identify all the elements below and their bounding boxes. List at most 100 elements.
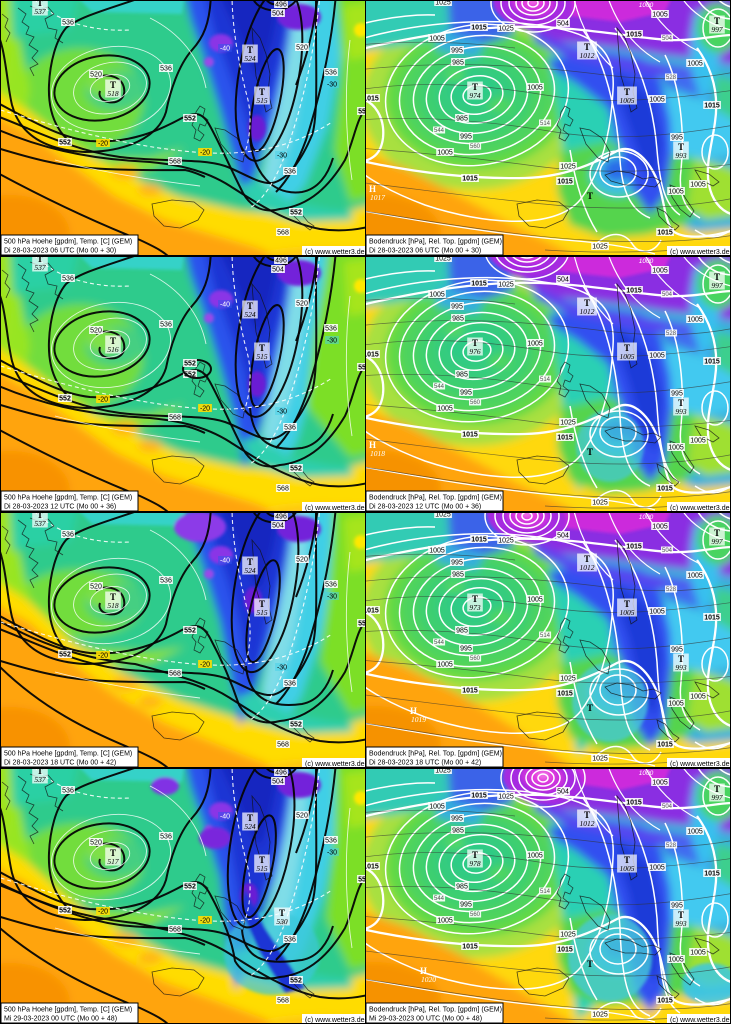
svg-text:T: T	[714, 528, 720, 538]
svg-text:1015: 1015	[704, 615, 720, 622]
svg-text:1005: 1005	[649, 609, 665, 616]
svg-text:(c) www.wetter3.de: (c) www.wetter3.de	[305, 249, 365, 256]
svg-text:Di 28-03-2023 06 UTC (Mo 00 +: Di 28-03-2023 06 UTC (Mo 00 + 30)	[369, 248, 481, 255]
svg-text:985: 985	[452, 828, 464, 835]
svg-text:536: 536	[284, 425, 296, 432]
svg-text:1005: 1005	[429, 548, 445, 555]
svg-text:496: 496	[275, 258, 287, 265]
svg-text:T: T	[584, 554, 590, 564]
svg-text:504: 504	[272, 267, 284, 274]
svg-text:1025: 1025	[592, 500, 608, 507]
svg-text:520: 520	[296, 557, 308, 564]
svg-text:514: 514	[540, 121, 551, 127]
svg-text:1000: 1000	[639, 770, 654, 777]
svg-text:1015: 1015	[657, 230, 673, 237]
svg-text:1005: 1005	[668, 189, 684, 196]
svg-text:536: 536	[325, 326, 337, 333]
svg-text:552: 552	[59, 652, 71, 659]
svg-text:504: 504	[662, 36, 673, 42]
svg-text:995: 995	[451, 48, 463, 55]
svg-text:536: 536	[160, 322, 172, 329]
svg-text:1025: 1025	[435, 768, 451, 775]
svg-text:T: T	[247, 813, 253, 823]
svg-text:515: 515	[256, 864, 268, 873]
svg-text:1005: 1005	[620, 864, 635, 873]
svg-text:536: 536	[284, 681, 296, 688]
svg-text:500 hPa Hoehe [gpdm], Temp. [C: 500 hPa Hoehe [gpdm], Temp. [C] (GEM)	[4, 495, 132, 502]
svg-text:-40: -40	[220, 814, 230, 821]
svg-text:997: 997	[711, 281, 723, 290]
svg-text:995: 995	[671, 903, 683, 910]
svg-text:Mi 29-03-2023 00 UTC (Mo 00 +: Mi 29-03-2023 00 UTC (Mo 00 + 48)	[4, 1016, 117, 1023]
svg-text:536: 536	[160, 66, 172, 73]
svg-text:552: 552	[184, 372, 196, 379]
svg-text:504: 504	[662, 548, 673, 554]
svg-text:1015: 1015	[626, 288, 642, 295]
svg-text:T: T	[472, 338, 478, 348]
svg-text:995: 995	[671, 647, 683, 654]
svg-text:524: 524	[244, 566, 256, 575]
svg-text:536: 536	[325, 582, 337, 589]
svg-text:568: 568	[277, 230, 289, 237]
svg-text:504: 504	[662, 804, 673, 810]
svg-text:T: T	[624, 343, 630, 353]
svg-text:1000: 1000	[639, 258, 654, 265]
svg-text:H: H	[369, 184, 376, 194]
svg-text:514: 514	[540, 889, 551, 895]
svg-text:Bodendruck [hPa], Rel. Top. [g: Bodendruck [hPa], Rel. Top. [gpdm] (GEM)	[369, 751, 502, 758]
svg-text:993: 993	[675, 151, 687, 160]
svg-text:536: 536	[62, 20, 74, 27]
svg-text:552: 552	[184, 628, 196, 635]
svg-text:-40: -40	[220, 302, 230, 309]
svg-text:1017: 1017	[370, 193, 385, 202]
svg-text:-20: -20	[200, 406, 210, 413]
svg-text:1005: 1005	[620, 608, 635, 617]
svg-text:1015: 1015	[462, 688, 478, 695]
svg-text:1025: 1025	[498, 282, 514, 289]
svg-text:1005: 1005	[437, 662, 453, 669]
svg-text:1025: 1025	[435, 256, 451, 263]
svg-text:1015: 1015	[462, 176, 478, 183]
svg-text:1005: 1005	[429, 36, 445, 43]
svg-text:985: 985	[452, 316, 464, 323]
svg-text:985: 985	[456, 628, 468, 635]
svg-text:1005: 1005	[652, 12, 668, 19]
svg-text:1005: 1005	[687, 61, 703, 68]
svg-text:-20: -20	[200, 662, 210, 669]
svg-text:(c) www.wetter3.de: (c) www.wetter3.de	[670, 1017, 730, 1024]
svg-text:524: 524	[244, 822, 256, 831]
svg-text:995: 995	[460, 134, 472, 141]
svg-text:1005: 1005	[652, 268, 668, 275]
svg-text:560: 560	[470, 400, 481, 406]
svg-text:1015: 1015	[557, 691, 573, 698]
svg-text:504: 504	[557, 277, 569, 284]
svg-text:-20: -20	[200, 150, 210, 157]
svg-text:560: 560	[470, 144, 481, 150]
svg-text:H: H	[410, 706, 417, 716]
svg-text:1005: 1005	[690, 694, 706, 701]
svg-text:T: T	[247, 45, 253, 55]
svg-text:995: 995	[451, 560, 463, 567]
svg-text:504: 504	[272, 779, 284, 786]
svg-text:995: 995	[460, 902, 472, 909]
svg-text:1015: 1015	[626, 32, 642, 39]
svg-text:1000: 1000	[639, 2, 654, 9]
svg-text:515: 515	[256, 352, 268, 361]
svg-text:1005: 1005	[620, 96, 635, 105]
svg-text:536: 536	[160, 834, 172, 841]
svg-text:1005: 1005	[687, 317, 703, 324]
svg-text:985: 985	[456, 116, 468, 123]
svg-text:976: 976	[469, 347, 481, 356]
svg-text:-30: -30	[277, 665, 287, 672]
svg-text:T: T	[584, 810, 590, 820]
svg-text:552: 552	[184, 361, 196, 368]
svg-text:1005: 1005	[437, 918, 453, 925]
svg-text:500 hPa Hoehe [gpdm], Temp. [C: 500 hPa Hoehe [gpdm], Temp. [C] (GEM)	[4, 239, 132, 246]
svg-text:-30: -30	[277, 153, 287, 160]
svg-text:T: T	[110, 592, 116, 602]
svg-text:T: T	[110, 336, 116, 346]
svg-text:-20: -20	[200, 918, 210, 925]
svg-text:995: 995	[460, 390, 472, 397]
svg-text:528: 528	[666, 331, 677, 337]
svg-text:1015: 1015	[365, 864, 379, 871]
